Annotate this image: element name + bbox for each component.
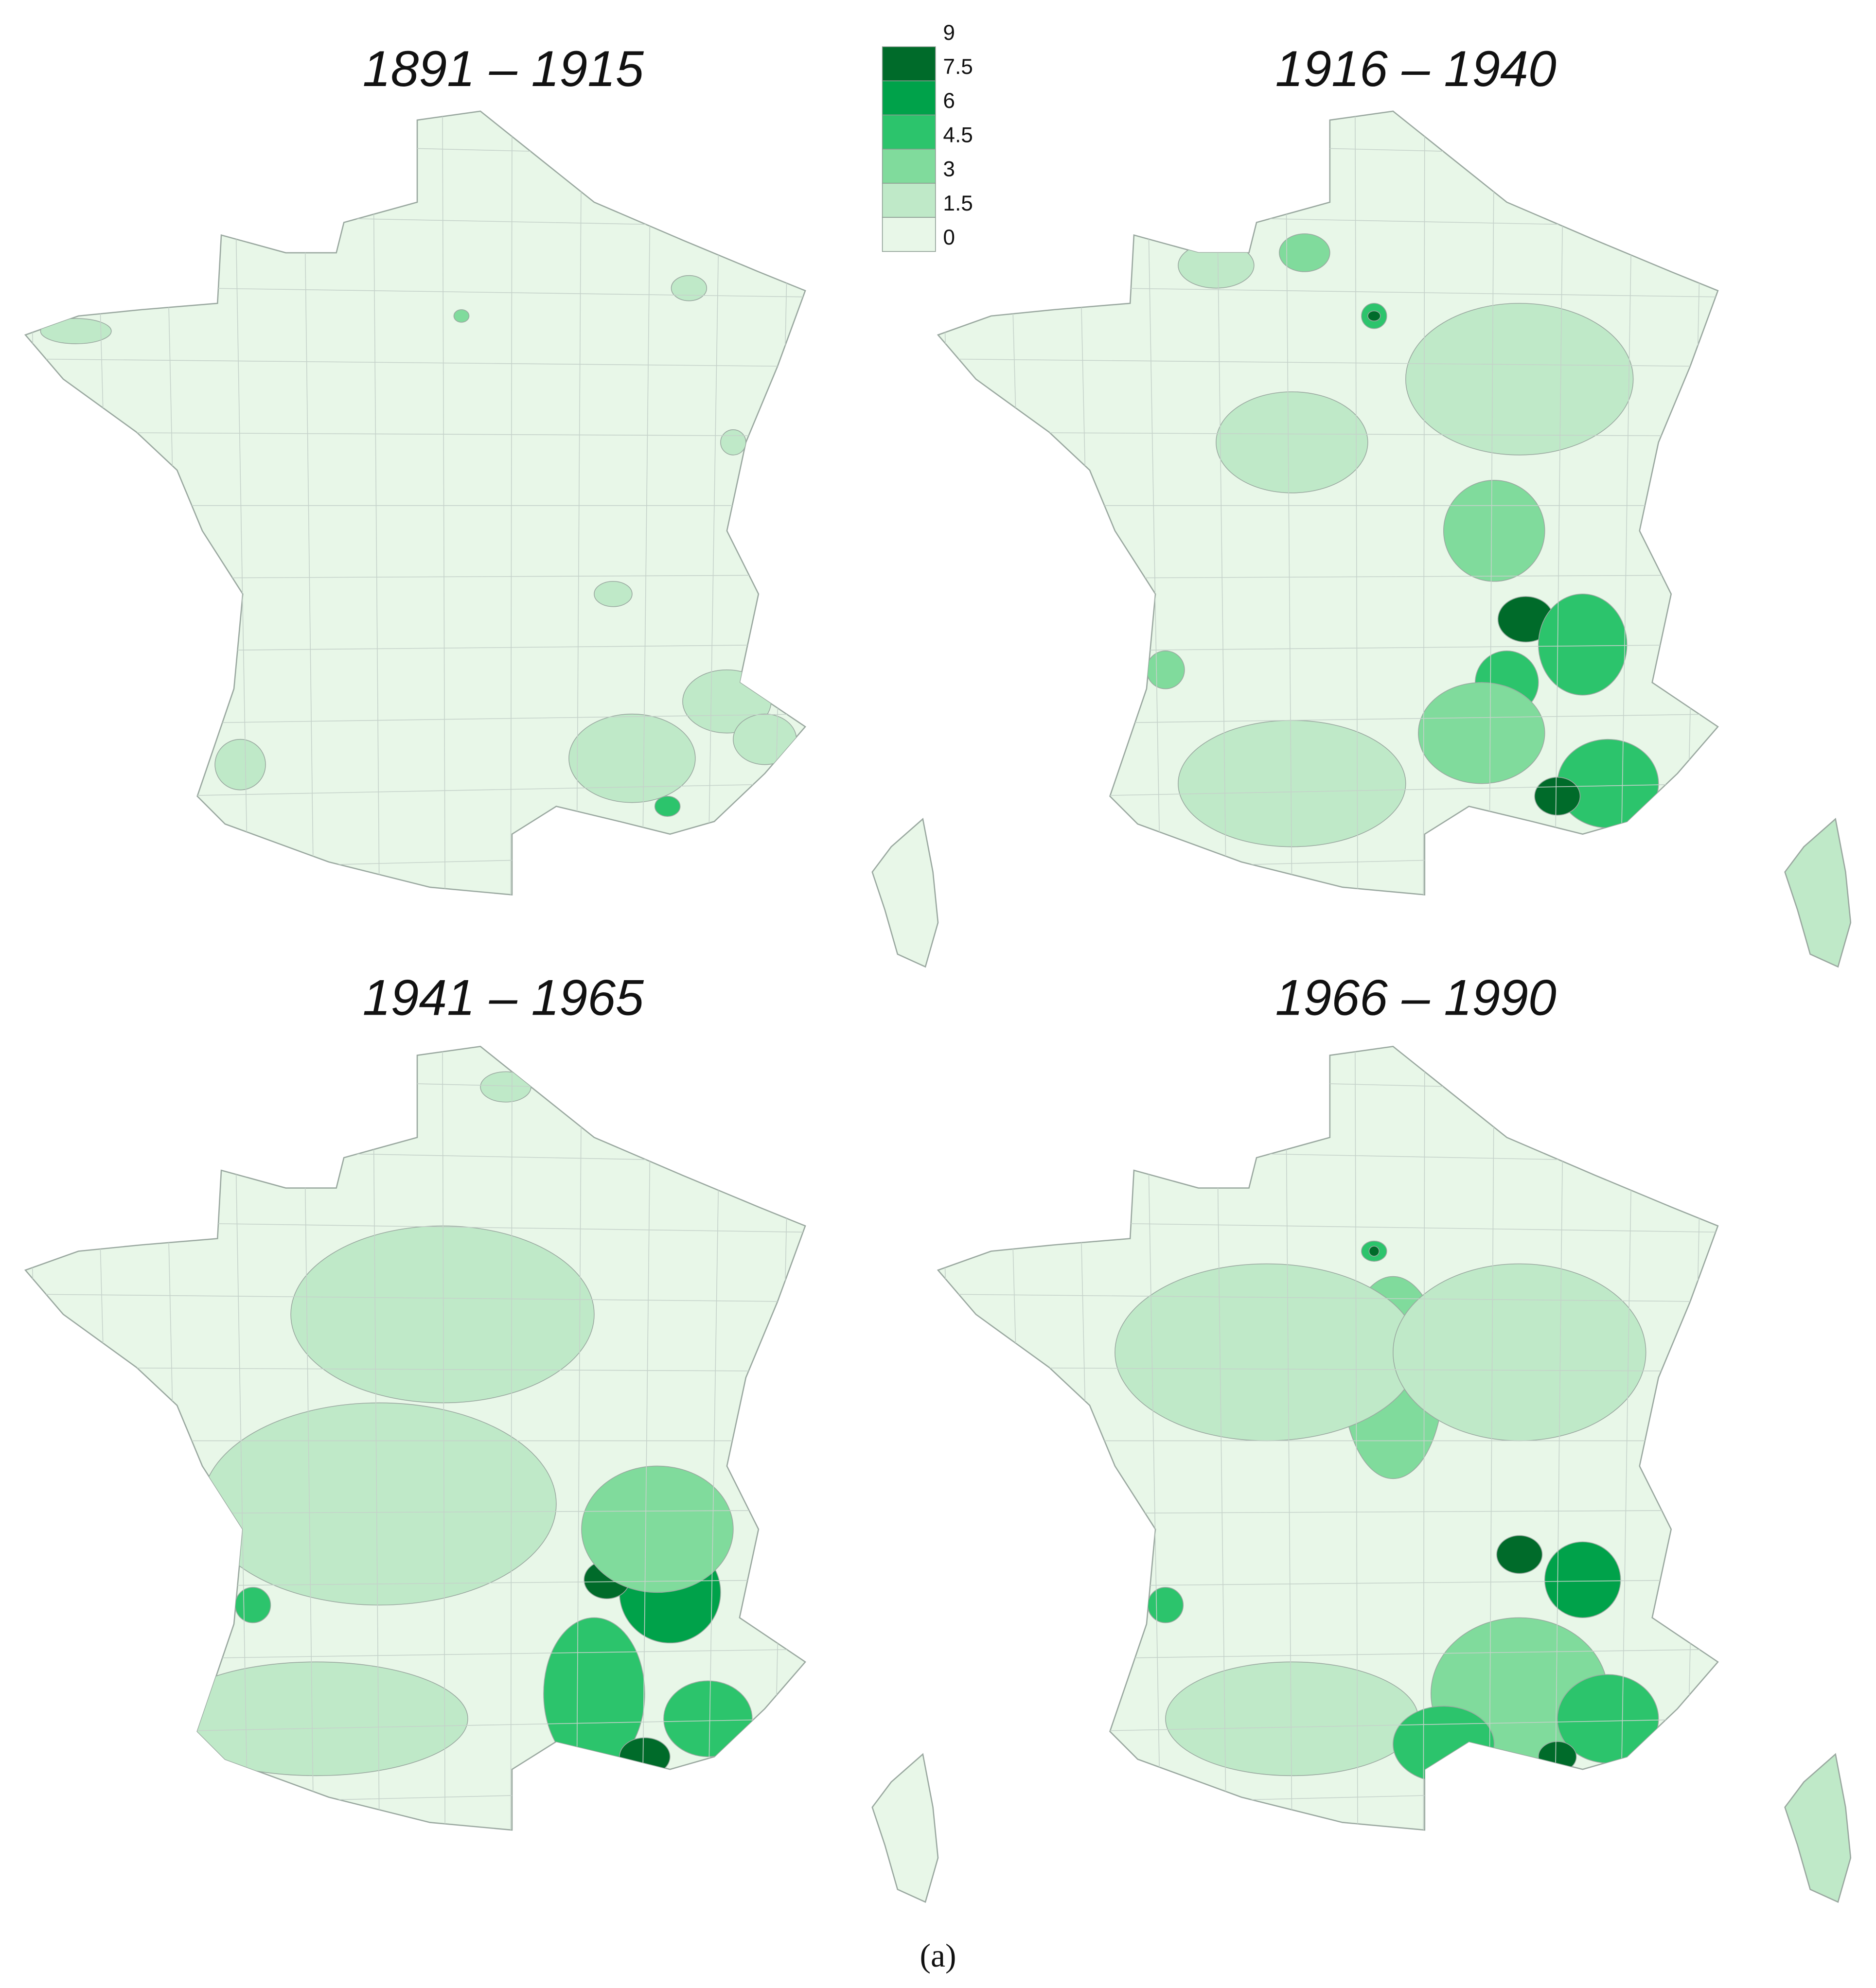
legend-label: 6 [943,89,955,113]
region [581,1465,734,1593]
corsica [871,1753,939,1903]
region [1368,1246,1380,1257]
france-map [24,1046,939,1903]
regions [25,113,806,895]
boundary [773,113,791,895]
region [40,318,112,344]
region [671,275,708,301]
region [1146,650,1185,689]
france-map [937,110,1852,968]
region [1165,1661,1419,1777]
corsica [1784,817,1852,968]
region [1538,593,1628,696]
region [1544,1541,1621,1619]
corsica [871,817,939,968]
region [1178,242,1255,289]
legend-swatch [882,183,936,218]
boundary [1077,113,1096,895]
legend-swatch [882,46,936,82]
panel-title: 1916 – 1940 [1275,41,1557,97]
legend-label: 3 [943,158,955,181]
caption: (a) [920,1937,956,1974]
region [1115,1263,1419,1442]
boundary [25,1367,806,1372]
boundary [938,1367,1718,1372]
boundary [25,1049,51,1830]
region [1216,391,1368,493]
boundary [938,1049,964,1830]
regions [25,1049,806,1830]
boundary [938,1294,1718,1302]
region [1178,720,1406,847]
panel-title: 1966 – 1990 [1275,969,1557,1026]
region [290,1225,595,1404]
region [663,1680,753,1758]
region [619,1737,671,1777]
region [1405,303,1634,456]
region [202,1402,557,1606]
region [234,1587,271,1623]
boundary [773,1049,791,1830]
region [654,795,681,817]
boundary [1686,1049,1703,1830]
map-panels [24,110,1852,1903]
boundary [164,1049,183,1830]
boundary [94,113,117,895]
boundary [94,1049,117,1830]
boundary [164,113,183,895]
legend-swatch [882,148,936,184]
boundary [1007,1049,1029,1830]
mainland [24,110,806,896]
region [594,581,633,607]
legend-label: 7.5 [943,55,973,79]
region [453,309,470,323]
boundary [25,432,806,437]
region [733,713,797,765]
region [164,1661,468,1777]
france-map [937,1046,1852,1903]
corsica [1784,1753,1852,1903]
boundary [1007,113,1029,895]
panel-title: 1941 – 1965 [363,969,644,1026]
legend-label: 4.5 [943,123,973,147]
region [720,429,746,456]
region [1393,1263,1646,1442]
region [214,739,266,791]
boundary [1686,113,1703,895]
region [568,713,696,803]
region [1534,776,1581,816]
boundary [938,358,1718,367]
boundary [938,432,1718,437]
region [1367,310,1381,322]
region [1147,1587,1184,1623]
boundary [25,358,806,367]
panel-title: 1891 – 1915 [363,41,644,97]
boundary [25,113,51,895]
france-map [24,110,939,968]
legend-label: 1.5 [943,192,973,215]
legend-swatch [882,217,936,252]
legend: 9 7.5 6 4.5 3 1.5 0 [882,21,973,252]
boundary [25,1294,806,1302]
legend-label: 9 [943,21,955,45]
region [480,1071,531,1103]
legend-label: 0 [943,226,955,249]
boundary [1077,1049,1096,1830]
region [1279,233,1330,272]
legend-swatch [882,114,936,150]
regions [938,113,1718,895]
region [1496,1535,1543,1574]
legend-swatch [882,80,936,116]
regions [938,1049,1718,1830]
region [1538,1741,1577,1773]
region [1418,682,1545,784]
region [1443,480,1545,582]
